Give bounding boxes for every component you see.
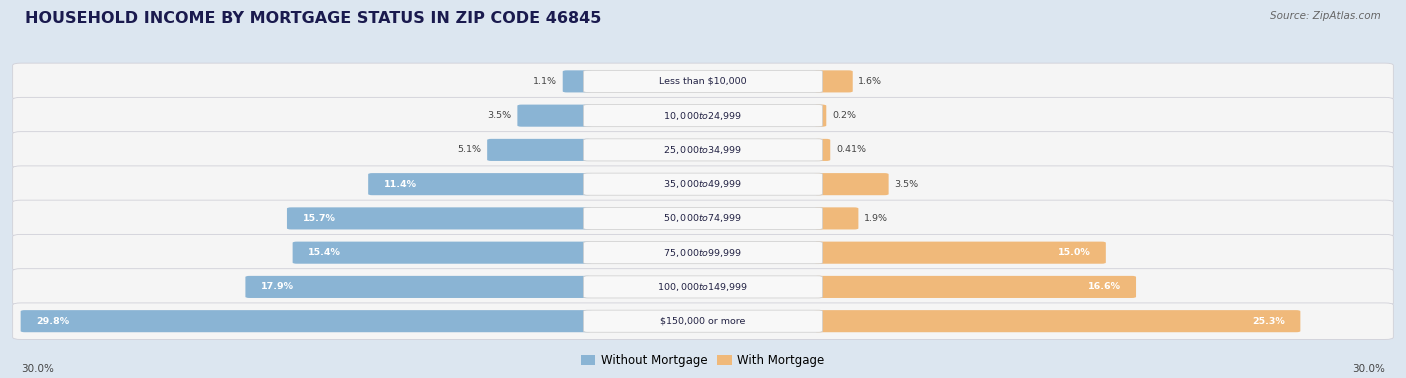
Text: $50,000 to $74,999: $50,000 to $74,999 [664,212,742,225]
FancyBboxPatch shape [583,70,823,93]
FancyBboxPatch shape [583,310,823,332]
FancyBboxPatch shape [583,208,823,229]
FancyBboxPatch shape [583,173,823,195]
FancyBboxPatch shape [13,303,1393,339]
Text: 1.9%: 1.9% [865,214,889,223]
Text: $10,000 to $24,999: $10,000 to $24,999 [664,110,742,122]
FancyBboxPatch shape [814,208,859,229]
Text: $75,000 to $99,999: $75,000 to $99,999 [664,247,742,259]
FancyBboxPatch shape [292,242,592,264]
Text: 3.5%: 3.5% [488,111,512,120]
Text: 0.41%: 0.41% [837,146,866,154]
Text: 30.0%: 30.0% [1353,364,1385,373]
Text: 1.6%: 1.6% [858,77,883,86]
Text: 17.9%: 17.9% [262,282,294,291]
FancyBboxPatch shape [814,310,1301,332]
FancyBboxPatch shape [814,105,827,127]
FancyBboxPatch shape [814,242,1105,264]
FancyBboxPatch shape [583,276,823,298]
FancyBboxPatch shape [13,234,1393,271]
Text: 15.7%: 15.7% [302,214,335,223]
Text: 0.2%: 0.2% [832,111,856,120]
Text: 5.1%: 5.1% [457,146,481,154]
FancyBboxPatch shape [13,98,1393,134]
FancyBboxPatch shape [21,310,592,332]
FancyBboxPatch shape [13,166,1393,203]
Text: 15.0%: 15.0% [1057,248,1091,257]
Text: 11.4%: 11.4% [384,180,416,189]
FancyBboxPatch shape [287,208,592,229]
Text: 15.4%: 15.4% [308,248,342,257]
FancyBboxPatch shape [583,139,823,161]
FancyBboxPatch shape [814,173,889,195]
FancyBboxPatch shape [517,105,592,127]
FancyBboxPatch shape [246,276,592,298]
FancyBboxPatch shape [814,70,852,93]
FancyBboxPatch shape [583,242,823,264]
FancyBboxPatch shape [814,276,1136,298]
Text: 25.3%: 25.3% [1253,317,1285,326]
FancyBboxPatch shape [562,70,592,93]
Text: Source: ZipAtlas.com: Source: ZipAtlas.com [1270,11,1381,21]
Text: 29.8%: 29.8% [37,317,69,326]
FancyBboxPatch shape [814,139,831,161]
Text: $35,000 to $49,999: $35,000 to $49,999 [664,178,742,190]
Text: 3.5%: 3.5% [894,180,918,189]
Text: $150,000 or more: $150,000 or more [661,317,745,326]
FancyBboxPatch shape [583,105,823,127]
Text: $25,000 to $34,999: $25,000 to $34,999 [664,144,742,156]
Text: $100,000 to $149,999: $100,000 to $149,999 [658,281,748,293]
FancyBboxPatch shape [13,132,1393,168]
Text: 1.1%: 1.1% [533,77,557,86]
FancyBboxPatch shape [13,269,1393,305]
Text: HOUSEHOLD INCOME BY MORTGAGE STATUS IN ZIP CODE 46845: HOUSEHOLD INCOME BY MORTGAGE STATUS IN Z… [25,11,602,26]
FancyBboxPatch shape [368,173,592,195]
Legend: Without Mortgage, With Mortgage: Without Mortgage, With Mortgage [576,350,830,372]
FancyBboxPatch shape [486,139,592,161]
Text: 16.6%: 16.6% [1088,282,1121,291]
FancyBboxPatch shape [13,63,1393,100]
Text: Less than $10,000: Less than $10,000 [659,77,747,86]
FancyBboxPatch shape [13,200,1393,237]
Text: 30.0%: 30.0% [21,364,53,373]
